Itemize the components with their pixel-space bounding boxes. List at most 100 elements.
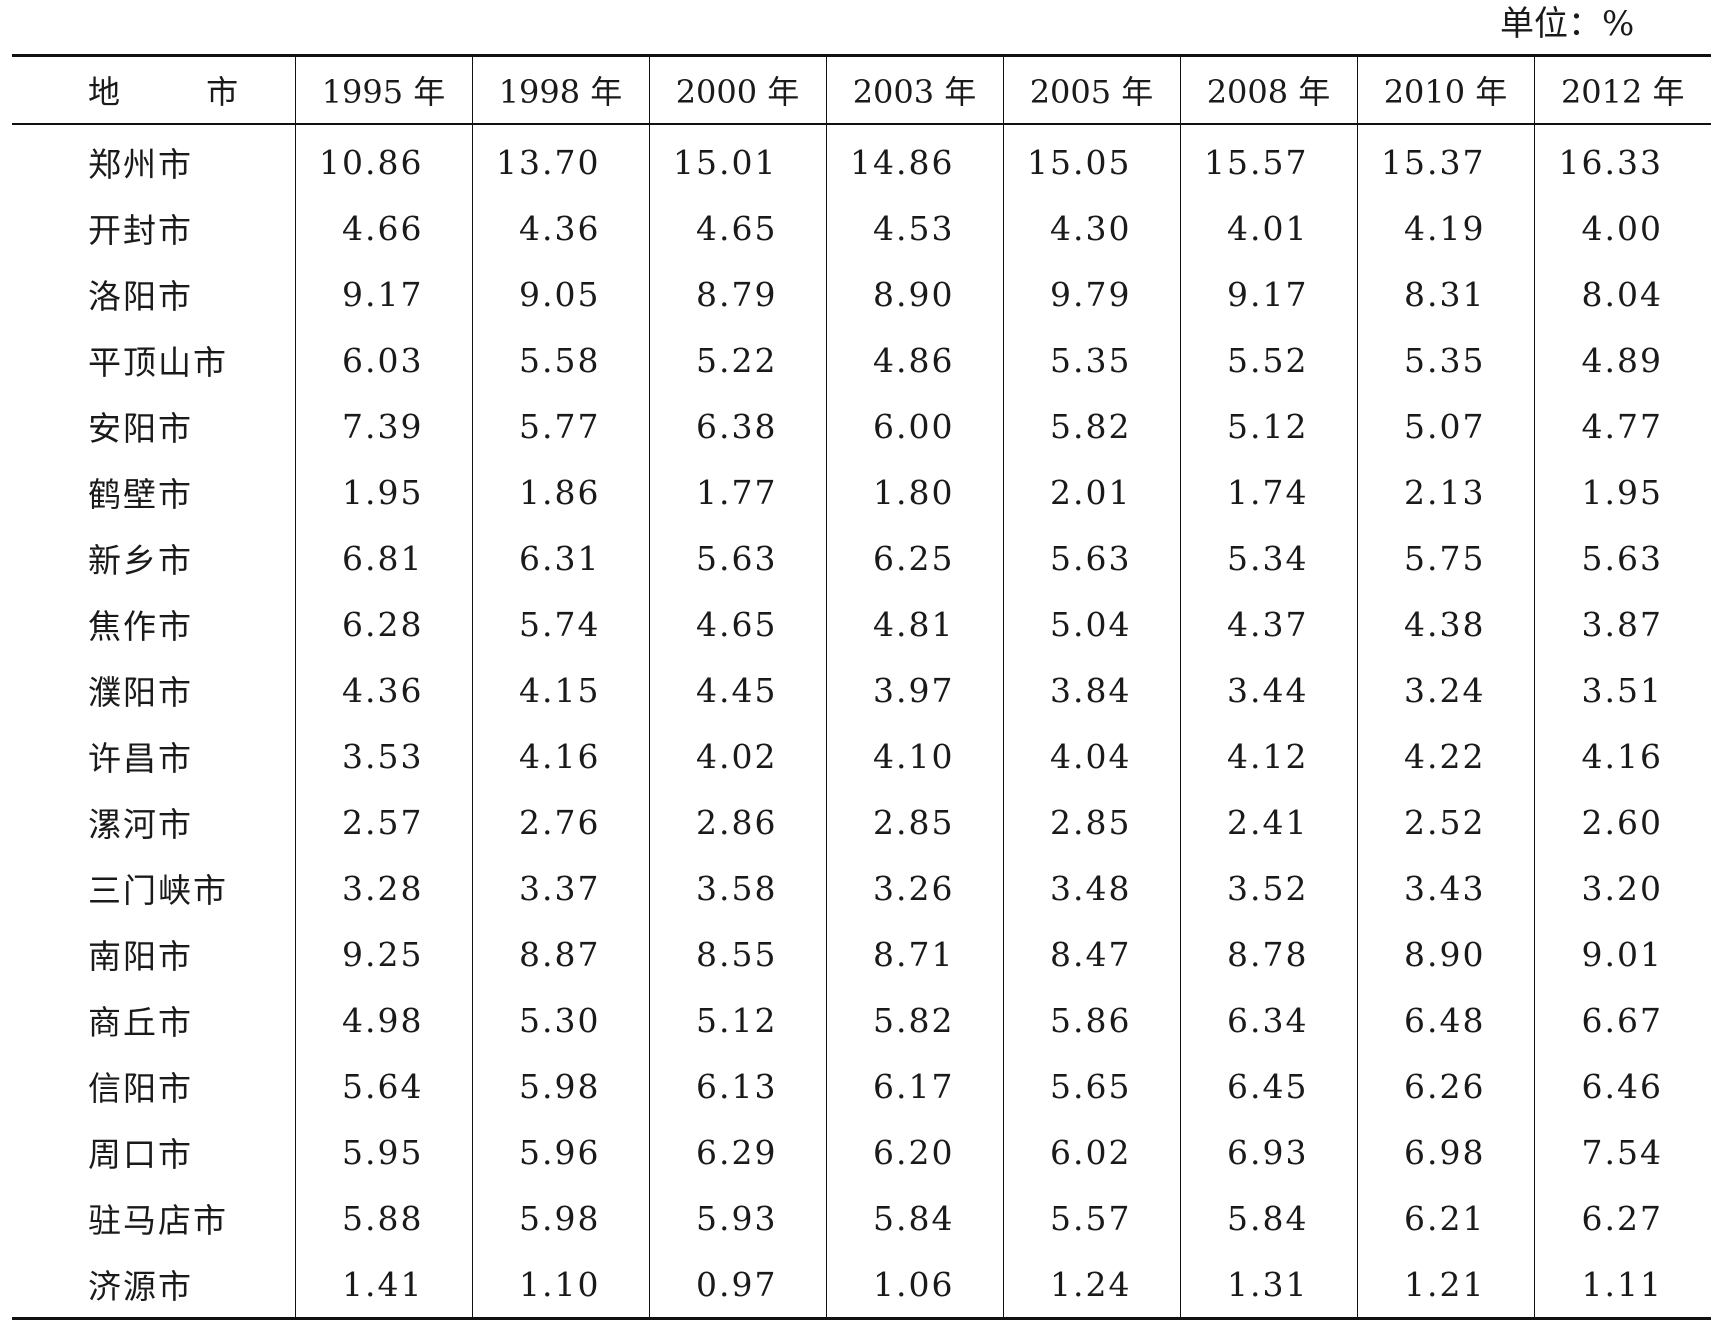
value-cell: 6.25 — [825, 525, 1003, 591]
value-cell: 4.01 — [1179, 195, 1357, 261]
value-cell: 5.75 — [1356, 525, 1534, 591]
value-cell: 3.97 — [825, 657, 1003, 723]
value-cell: 9.25 — [294, 921, 472, 987]
city-name-cell: 信阳市 — [88, 1069, 193, 1108]
value-cell: 5.98 — [471, 1053, 649, 1119]
value-cell: 1.10 — [471, 1251, 649, 1319]
value-cell: 13.70 — [471, 124, 649, 195]
table-body: 郑州市 10.86 13.70 15.01 14.86 15.05 15.57 15.37 16… — [12, 124, 1711, 1319]
value-cell: 4.53 — [825, 195, 1003, 261]
table-row: 郑州市 10.86 13.70 15.01 14.86 15.05 15.57 15.37 16… — [12, 124, 1711, 195]
value-cell: 1.80 — [825, 459, 1003, 525]
value-cell: 2.86 — [648, 789, 826, 855]
table-row: 许昌市 3.53 4.16 4.02 4.10 4.04 4.12 4.22 4.16 — [12, 723, 1711, 789]
value-cell: 4.77 — [1533, 393, 1711, 459]
city-name-cell: 漯河市 — [88, 805, 193, 844]
value-cell: 3.87 — [1533, 591, 1711, 657]
value-cell: 2.13 — [1356, 459, 1534, 525]
value-cell: 6.00 — [825, 393, 1003, 459]
city-name-cell: 开封市 — [88, 211, 193, 250]
value-cell: 4.16 — [471, 723, 649, 789]
value-cell: 6.17 — [825, 1053, 1003, 1119]
value-cell: 1.74 — [1179, 459, 1357, 525]
value-cell: 9.17 — [1179, 261, 1357, 327]
city-name-cell: 平顶山市 — [88, 343, 228, 382]
value-cell: 8.90 — [1356, 921, 1534, 987]
value-cell: 5.12 — [648, 987, 826, 1053]
value-cell: 6.29 — [648, 1119, 826, 1185]
value-cell: 3.43 — [1356, 855, 1534, 921]
value-cell: 1.24 — [1002, 1251, 1180, 1319]
value-cell: 5.63 — [648, 525, 826, 591]
value-cell: 9.79 — [1002, 261, 1180, 327]
value-cell: 5.93 — [648, 1185, 826, 1251]
value-cell: 2.85 — [1002, 789, 1180, 855]
unit-label: 单位：% — [1500, 4, 1635, 44]
city-name-cell: 周口市 — [88, 1135, 193, 1174]
value-cell: 5.63 — [1002, 525, 1180, 591]
value-cell: 5.35 — [1356, 327, 1534, 393]
value-cell: 2.01 — [1002, 459, 1180, 525]
value-cell: 0.97 — [648, 1251, 826, 1319]
value-cell: 3.84 — [1002, 657, 1180, 723]
city-name-cell: 新乡市 — [88, 541, 193, 580]
value-cell: 5.63 — [1533, 525, 1711, 591]
value-cell: 5.84 — [825, 1185, 1003, 1251]
column-header-year: 2010 年 — [1356, 55, 1534, 125]
value-cell: 2.52 — [1356, 789, 1534, 855]
table-row: 济源市 1.41 1.10 0.97 1.06 1.24 1.31 1.21 1.11 — [12, 1251, 1711, 1319]
value-cell: 6.03 — [294, 327, 472, 393]
value-cell: 4.19 — [1356, 195, 1534, 261]
value-cell: 5.34 — [1179, 525, 1357, 591]
value-cell: 5.64 — [294, 1053, 472, 1119]
value-cell: 3.44 — [1179, 657, 1357, 723]
city-name-cell: 济源市 — [88, 1267, 193, 1306]
value-cell: 5.30 — [471, 987, 649, 1053]
city-name-cell: 许昌市 — [88, 739, 193, 778]
table-row: 漯河市 2.57 2.76 2.86 2.85 2.85 2.41 2.52 2.60 — [12, 789, 1711, 855]
value-cell: 1.95 — [1533, 459, 1711, 525]
value-cell: 16.33 — [1533, 124, 1711, 195]
value-cell: 4.36 — [471, 195, 649, 261]
value-cell: 5.84 — [1179, 1185, 1357, 1251]
value-cell: 6.93 — [1179, 1119, 1357, 1185]
value-cell: 4.66 — [294, 195, 472, 261]
table-row: 平顶山市 6.03 5.58 5.22 4.86 5.35 5.52 5.35 4.89 — [12, 327, 1711, 393]
value-cell: 2.60 — [1533, 789, 1711, 855]
value-cell: 4.22 — [1356, 723, 1534, 789]
value-cell: 6.34 — [1179, 987, 1357, 1053]
value-cell: 4.12 — [1179, 723, 1357, 789]
header-row: 地 市 1995 年 1998 年 2000 年 2003 年 2005 年 2… — [12, 55, 1711, 125]
value-cell: 4.81 — [825, 591, 1003, 657]
value-cell: 15.05 — [1002, 124, 1180, 195]
value-cell: 3.26 — [825, 855, 1003, 921]
table-row: 濮阳市 4.36 4.15 4.45 3.97 3.84 3.44 3.24 3.51 — [12, 657, 1711, 723]
value-cell: 6.48 — [1356, 987, 1534, 1053]
value-cell: 5.57 — [1002, 1185, 1180, 1251]
value-cell: 3.58 — [648, 855, 826, 921]
value-cell: 3.28 — [294, 855, 472, 921]
value-cell: 6.26 — [1356, 1053, 1534, 1119]
value-cell: 1.31 — [1179, 1251, 1357, 1319]
value-cell: 6.45 — [1179, 1053, 1357, 1119]
table-row: 信阳市 5.64 5.98 6.13 6.17 5.65 6.45 6.26 6.46 — [12, 1053, 1711, 1119]
value-cell: 5.35 — [1002, 327, 1180, 393]
value-cell: 4.10 — [825, 723, 1003, 789]
value-cell: 3.48 — [1002, 855, 1180, 921]
city-name-cell: 南阳市 — [88, 937, 193, 976]
value-cell: 3.20 — [1533, 855, 1711, 921]
value-cell: 4.65 — [648, 591, 826, 657]
value-cell: 4.65 — [648, 195, 826, 261]
value-cell: 6.46 — [1533, 1053, 1711, 1119]
city-name-cell: 郑州市 — [88, 145, 193, 184]
value-cell: 4.98 — [294, 987, 472, 1053]
value-cell: 1.21 — [1356, 1251, 1534, 1319]
column-header-year: 2000 年 — [648, 55, 826, 125]
value-cell: 3.53 — [294, 723, 472, 789]
column-header-year: 1995 年 — [294, 55, 472, 125]
value-cell: 4.45 — [648, 657, 826, 723]
city-name-cell: 安阳市 — [88, 409, 193, 448]
value-cell: 3.52 — [1179, 855, 1357, 921]
value-cell: 2.85 — [825, 789, 1003, 855]
value-cell: 5.74 — [471, 591, 649, 657]
